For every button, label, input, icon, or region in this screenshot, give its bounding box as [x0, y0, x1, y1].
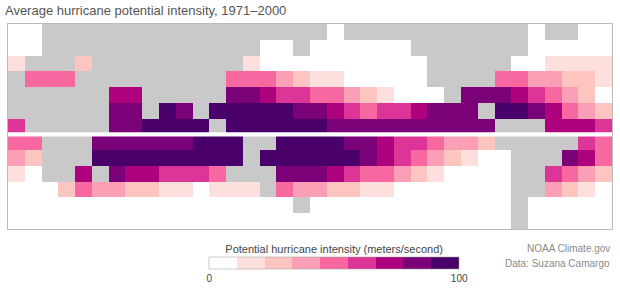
svg-text:100: 100 [451, 273, 468, 284]
svg-text:Average hurricane potential in: Average hurricane potential intensity, 1… [5, 3, 286, 18]
svg-text:Potential hurricane intensity: Potential hurricane intensity (meters/se… [225, 243, 443, 255]
svg-text:0: 0 [206, 273, 212, 284]
svg-text:NOAA Climate.gov: NOAA Climate.gov [527, 243, 610, 254]
svg-text:Data: Suzana Camargo: Data: Suzana Camargo [505, 258, 610, 269]
